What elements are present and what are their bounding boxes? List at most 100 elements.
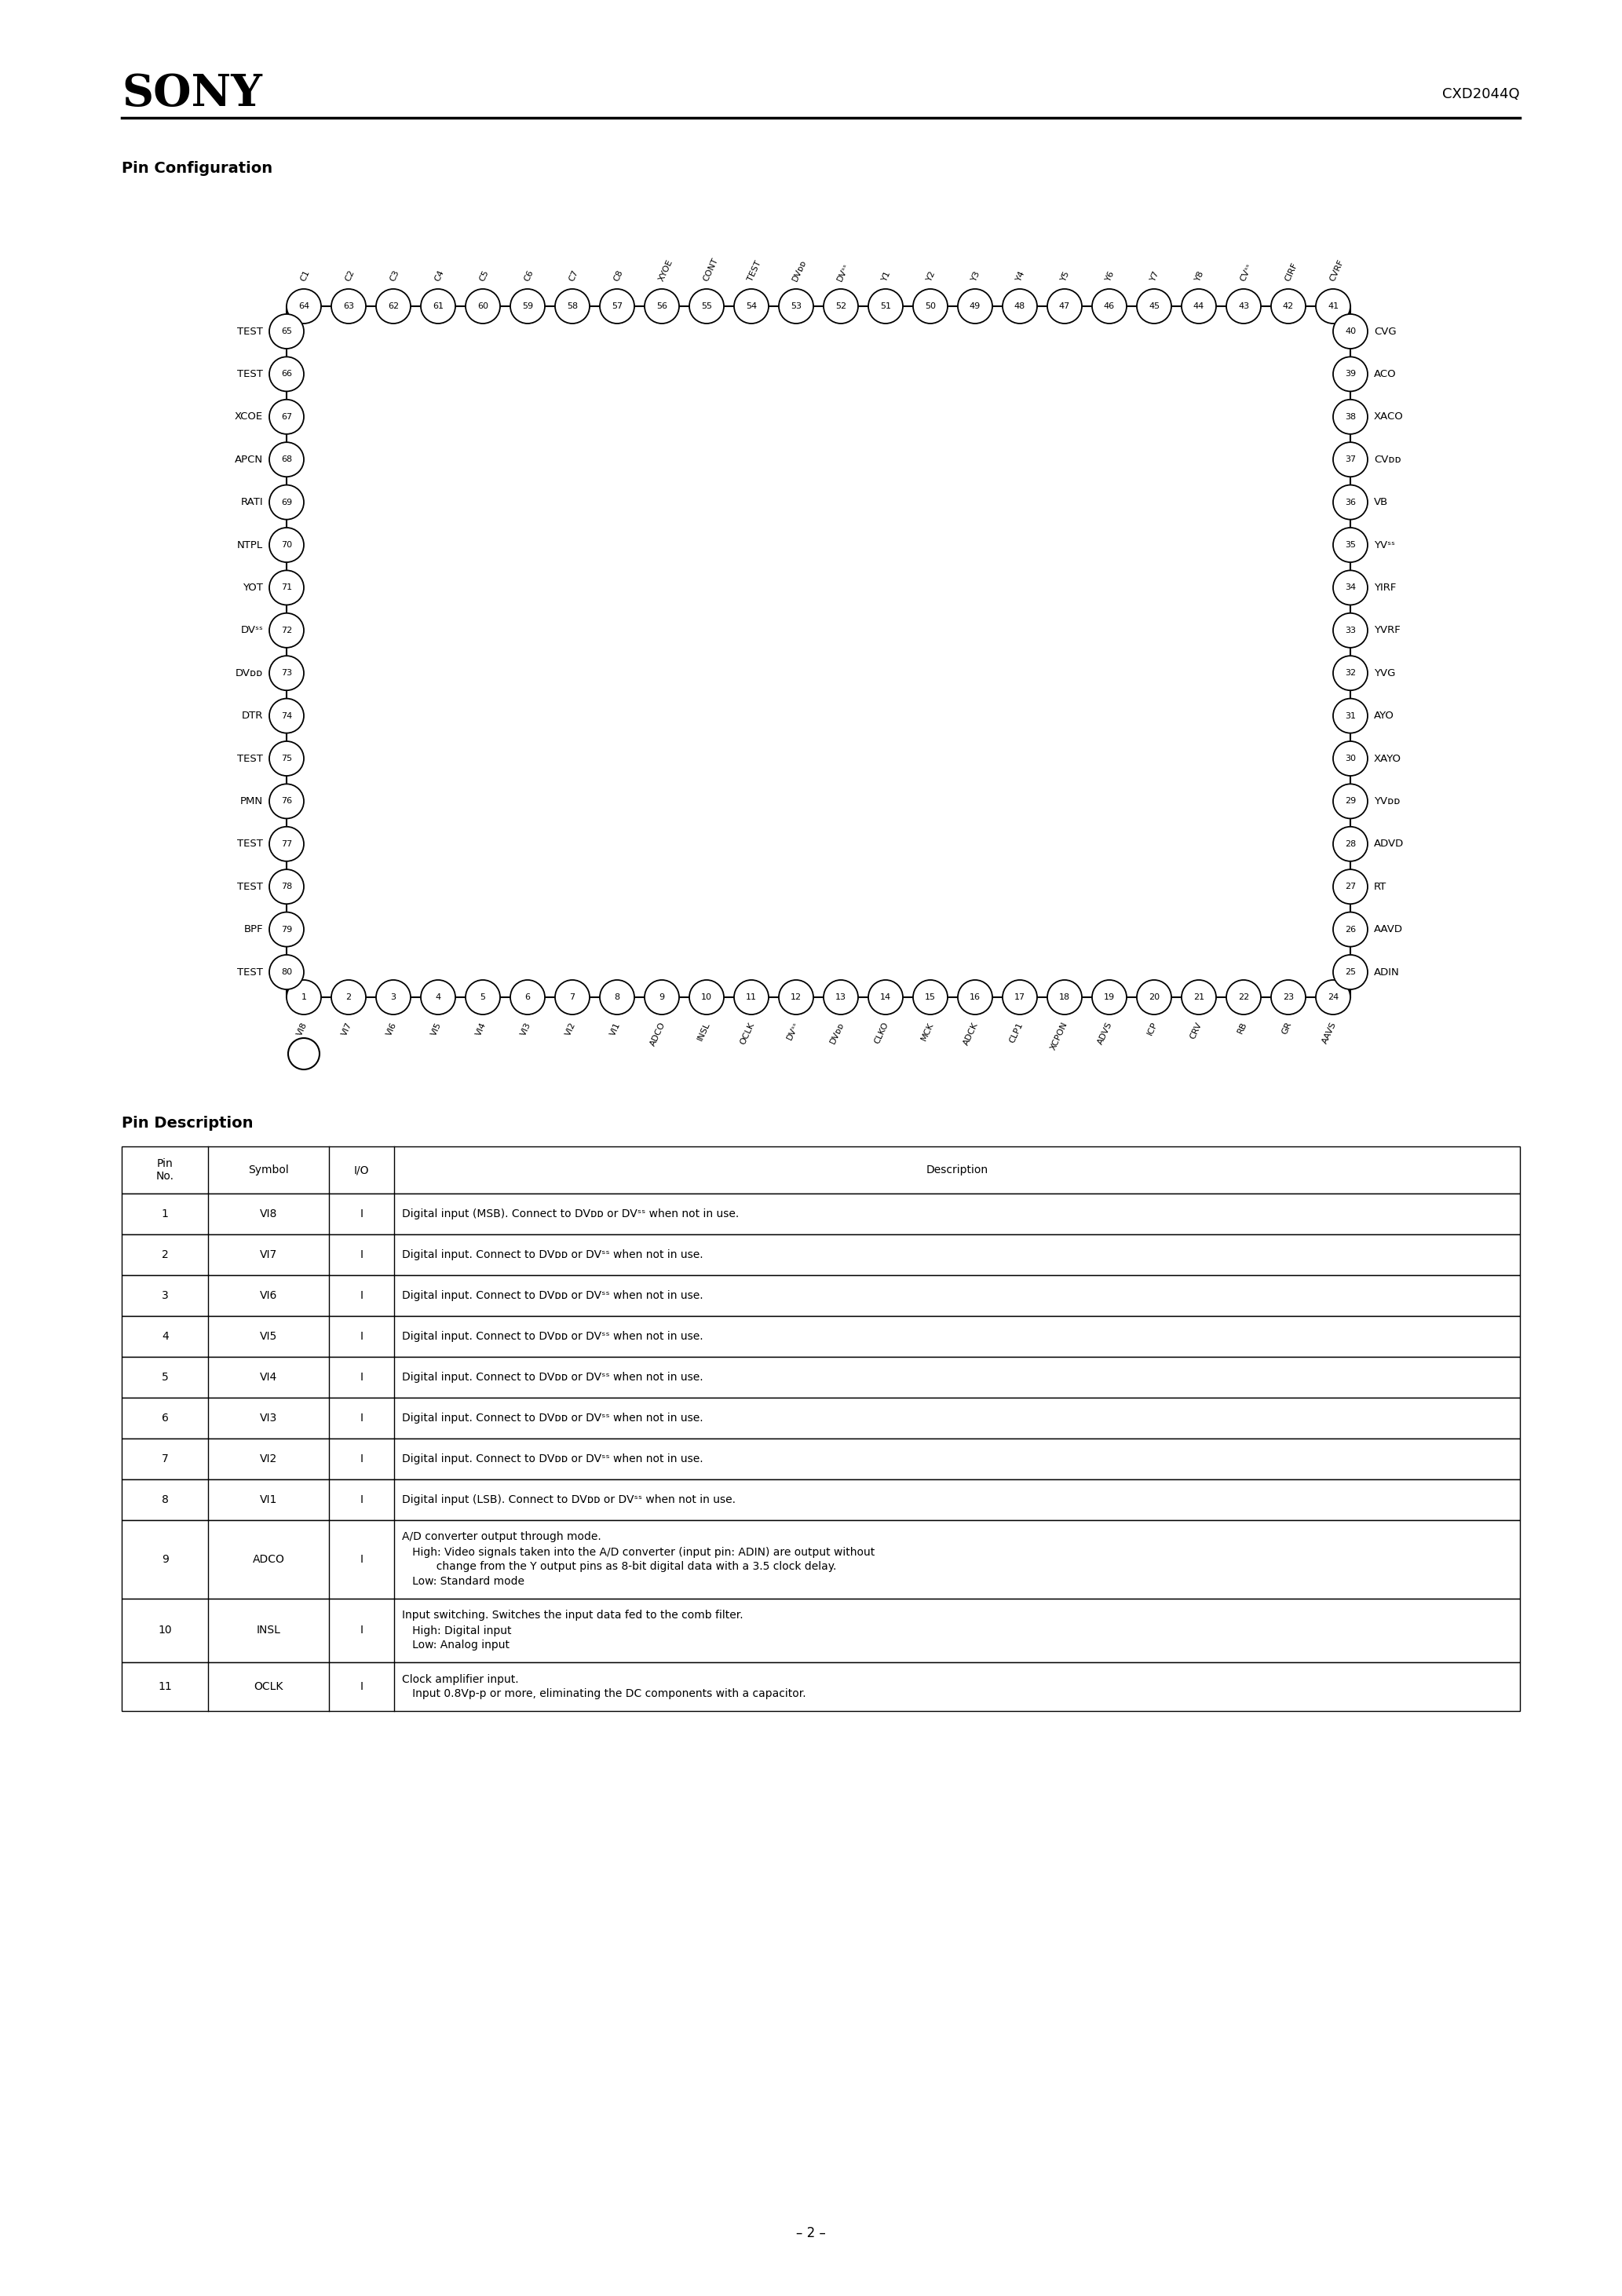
Text: 4: 4 bbox=[435, 994, 441, 1001]
Text: 16: 16 bbox=[970, 994, 981, 1001]
Text: OCLK: OCLK bbox=[253, 1681, 284, 1692]
Text: VI3: VI3 bbox=[260, 1412, 277, 1424]
Text: 51: 51 bbox=[881, 303, 890, 310]
Text: 68: 68 bbox=[281, 455, 292, 464]
Text: ADCK: ADCK bbox=[962, 1022, 980, 1047]
Text: 7: 7 bbox=[569, 994, 576, 1001]
Text: I: I bbox=[360, 1371, 363, 1382]
Text: 78: 78 bbox=[281, 882, 292, 891]
Circle shape bbox=[1333, 484, 1367, 519]
Circle shape bbox=[868, 980, 903, 1015]
Circle shape bbox=[269, 698, 303, 732]
Circle shape bbox=[689, 980, 723, 1015]
Text: YVG: YVG bbox=[1374, 668, 1395, 677]
Circle shape bbox=[269, 443, 303, 478]
Text: YVˢˢ: YVˢˢ bbox=[1374, 540, 1395, 551]
Bar bbox=[122, 1194, 1520, 1235]
Circle shape bbox=[1181, 980, 1216, 1015]
Text: 39: 39 bbox=[1345, 370, 1356, 379]
Text: 11: 11 bbox=[746, 994, 757, 1001]
Text: 29: 29 bbox=[1345, 797, 1356, 806]
Circle shape bbox=[269, 783, 303, 817]
Text: NTPL: NTPL bbox=[237, 540, 263, 551]
Circle shape bbox=[269, 400, 303, 434]
Circle shape bbox=[555, 980, 590, 1015]
Text: 72: 72 bbox=[281, 627, 292, 634]
Text: 20: 20 bbox=[1148, 994, 1160, 1001]
Circle shape bbox=[466, 289, 500, 324]
Circle shape bbox=[289, 1038, 320, 1070]
Text: 35: 35 bbox=[1345, 542, 1356, 549]
Text: I: I bbox=[360, 1626, 363, 1637]
Text: YIRF: YIRF bbox=[1374, 583, 1397, 592]
Text: VI2: VI2 bbox=[260, 1453, 277, 1465]
Text: ICP: ICP bbox=[1145, 1022, 1158, 1038]
Text: 24: 24 bbox=[1327, 994, 1338, 1001]
Text: 63: 63 bbox=[344, 303, 354, 310]
Text: 77: 77 bbox=[281, 840, 292, 847]
Text: change from the Y output pins as 8-bit digital data with a 3.5 clock delay.: change from the Y output pins as 8-bit d… bbox=[402, 1561, 837, 1573]
Text: XACO: XACO bbox=[1374, 411, 1403, 422]
Circle shape bbox=[420, 289, 456, 324]
Bar bbox=[122, 1662, 1520, 1711]
Text: VI1: VI1 bbox=[260, 1495, 277, 1506]
Text: VI8: VI8 bbox=[260, 1208, 277, 1219]
Text: TEST: TEST bbox=[237, 753, 263, 765]
Text: 43: 43 bbox=[1238, 303, 1249, 310]
Text: 32: 32 bbox=[1345, 668, 1356, 677]
Circle shape bbox=[269, 827, 303, 861]
Circle shape bbox=[555, 289, 590, 324]
Text: 6: 6 bbox=[162, 1412, 169, 1424]
Text: 36: 36 bbox=[1345, 498, 1356, 505]
Text: DVˢˢ: DVˢˢ bbox=[785, 1022, 801, 1042]
Circle shape bbox=[913, 980, 947, 1015]
Bar bbox=[122, 1398, 1520, 1440]
Text: VI7: VI7 bbox=[341, 1022, 354, 1038]
Text: 76: 76 bbox=[281, 797, 292, 806]
Circle shape bbox=[1333, 912, 1367, 946]
Text: Y4: Y4 bbox=[1015, 269, 1027, 282]
Text: 21: 21 bbox=[1194, 994, 1205, 1001]
Text: 55: 55 bbox=[701, 303, 712, 310]
Text: 5: 5 bbox=[480, 994, 485, 1001]
Circle shape bbox=[600, 289, 634, 324]
Text: I: I bbox=[360, 1554, 363, 1566]
Text: DVᴅᴅ: DVᴅᴅ bbox=[792, 259, 808, 282]
Text: Low: Analog input: Low: Analog input bbox=[402, 1639, 509, 1651]
Text: Digital input (LSB). Connect to DVᴅᴅ or DVˢˢ when not in use.: Digital input (LSB). Connect to DVᴅᴅ or … bbox=[402, 1495, 736, 1506]
Text: 74: 74 bbox=[281, 712, 292, 719]
Circle shape bbox=[1181, 289, 1216, 324]
Circle shape bbox=[644, 289, 680, 324]
Text: High: Digital input: High: Digital input bbox=[402, 1626, 511, 1637]
Text: BPF: BPF bbox=[243, 925, 263, 934]
Text: CXD2044Q: CXD2044Q bbox=[1442, 87, 1520, 101]
Text: VI6: VI6 bbox=[260, 1290, 277, 1302]
Text: 47: 47 bbox=[1059, 303, 1071, 310]
Text: 41: 41 bbox=[1327, 303, 1338, 310]
Text: CVG: CVG bbox=[1374, 326, 1397, 338]
Bar bbox=[122, 1357, 1520, 1398]
Text: Y8: Y8 bbox=[1194, 269, 1205, 282]
Text: Y7: Y7 bbox=[1150, 269, 1161, 282]
Text: 42: 42 bbox=[1283, 303, 1294, 310]
Text: ADIN: ADIN bbox=[1374, 967, 1400, 978]
Text: CIRF: CIRF bbox=[1283, 262, 1299, 282]
Text: 31: 31 bbox=[1345, 712, 1356, 719]
Text: VI2: VI2 bbox=[564, 1022, 577, 1038]
Text: ADCO: ADCO bbox=[253, 1554, 284, 1566]
Circle shape bbox=[1272, 980, 1306, 1015]
Text: 10: 10 bbox=[157, 1626, 172, 1637]
Text: DVᴅᴅ: DVᴅᴅ bbox=[829, 1022, 845, 1045]
Text: 48: 48 bbox=[1014, 303, 1025, 310]
Text: TEST: TEST bbox=[237, 326, 263, 338]
Text: Digital input. Connect to DVᴅᴅ or DVˢˢ when not in use.: Digital input. Connect to DVᴅᴅ or DVˢˢ w… bbox=[402, 1290, 704, 1302]
Circle shape bbox=[1048, 980, 1082, 1015]
Text: 15: 15 bbox=[925, 994, 936, 1001]
Text: CVRF: CVRF bbox=[1328, 259, 1345, 282]
Circle shape bbox=[269, 613, 303, 647]
Bar bbox=[122, 1440, 1520, 1479]
Circle shape bbox=[1333, 827, 1367, 861]
Circle shape bbox=[269, 484, 303, 519]
Circle shape bbox=[466, 980, 500, 1015]
Circle shape bbox=[735, 980, 769, 1015]
